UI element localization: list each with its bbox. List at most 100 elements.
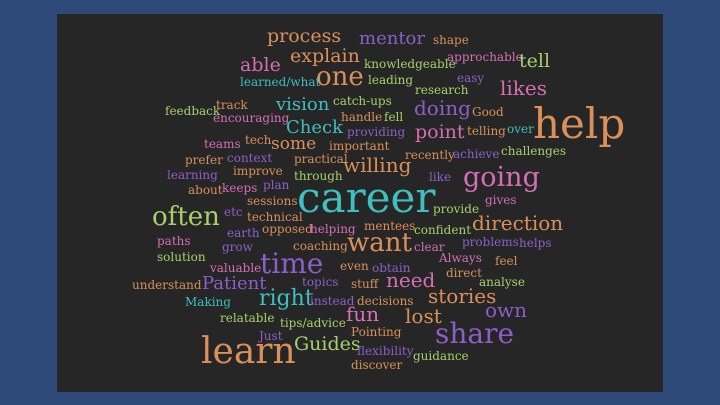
word-patient: Patient bbox=[202, 273, 267, 294]
word-sessions: sessions bbox=[247, 194, 298, 208]
word-problems: problems bbox=[462, 235, 519, 249]
word-help: help bbox=[533, 99, 626, 148]
word-providing: providing bbox=[347, 125, 406, 139]
word-feel: feel bbox=[495, 254, 518, 268]
word-always: Always bbox=[439, 251, 482, 265]
word-teams: teams bbox=[204, 137, 241, 151]
word-decisions: decisions bbox=[357, 294, 414, 308]
word-just: Just bbox=[259, 329, 283, 343]
word-doing: doing bbox=[414, 96, 471, 120]
word-understand: understand bbox=[132, 278, 202, 292]
word-learning: learning bbox=[167, 168, 218, 182]
word-need: need bbox=[386, 268, 436, 292]
word-paths: paths bbox=[157, 234, 191, 248]
word-encouraging: encouraging bbox=[213, 111, 290, 125]
word-fun: fun bbox=[346, 302, 380, 326]
word-share: share bbox=[435, 317, 515, 350]
word-fell: fell bbox=[384, 110, 404, 124]
word-challenges: challenges bbox=[501, 144, 567, 158]
word-technical: technical bbox=[247, 210, 303, 224]
word-relatable: relatable bbox=[220, 311, 275, 325]
word-tips-advice: tips/advice bbox=[280, 316, 346, 330]
word-confident: confident bbox=[414, 223, 472, 237]
word-tell: tell bbox=[519, 50, 551, 72]
word-research: research bbox=[415, 83, 469, 97]
word-helping: helping bbox=[310, 222, 356, 236]
word-helps: helps bbox=[519, 236, 552, 250]
word-coaching: coaching bbox=[293, 239, 348, 253]
word-analyse: analyse bbox=[479, 275, 525, 289]
word-guidance: guidance bbox=[413, 349, 469, 363]
word-provide: provide bbox=[433, 202, 480, 216]
word-plan: plan bbox=[263, 178, 290, 192]
word-one: one bbox=[316, 62, 364, 92]
word-likes: likes bbox=[500, 76, 548, 100]
word-clear: clear bbox=[414, 240, 445, 254]
word-etc: etc bbox=[224, 205, 243, 219]
word-direct: direct bbox=[446, 266, 482, 280]
word-earth: earth bbox=[227, 226, 260, 240]
word-instead: instead bbox=[310, 294, 355, 308]
word-direction: direction bbox=[472, 211, 564, 235]
word-easy: easy bbox=[457, 71, 485, 85]
word-time: time bbox=[260, 247, 324, 280]
word-vision: vision bbox=[276, 94, 330, 115]
word-discover: discover bbox=[351, 358, 403, 372]
word-point: point bbox=[415, 121, 465, 143]
word-flexibility: flexibility bbox=[357, 344, 414, 358]
word-shape: shape bbox=[433, 33, 469, 47]
word-want: want bbox=[347, 228, 412, 258]
word-track: track bbox=[216, 98, 248, 112]
word-context: context bbox=[227, 151, 273, 165]
word-feedback: feedback bbox=[165, 104, 221, 118]
word-even: even bbox=[340, 259, 369, 273]
word-handle: handle bbox=[341, 110, 383, 124]
word-learned-what: learned/what bbox=[240, 75, 321, 89]
word-topics: topics bbox=[302, 275, 339, 289]
word-knowledgeable: knowledgeable bbox=[364, 57, 456, 71]
word-stories: stories bbox=[428, 284, 497, 308]
word-obtain: obtain bbox=[372, 261, 411, 275]
word-process: process bbox=[267, 25, 342, 47]
word-improve: improve bbox=[233, 164, 283, 178]
word-explain: explain bbox=[290, 45, 360, 67]
word-cloud: process mentor shape explain approchable… bbox=[57, 14, 663, 392]
word-leading: leading bbox=[368, 73, 414, 87]
word-willing: willing bbox=[343, 153, 412, 177]
word-going: going bbox=[463, 162, 540, 193]
word-prefer: prefer bbox=[185, 153, 223, 167]
word-some: some bbox=[271, 134, 317, 154]
word-check: Check bbox=[286, 117, 344, 138]
word-stuff: stuff bbox=[351, 277, 379, 291]
word-own: own bbox=[485, 298, 528, 322]
word-keeps: keeps bbox=[222, 181, 258, 195]
word-guides: Guides bbox=[294, 333, 361, 355]
word-right: right bbox=[259, 286, 314, 311]
word-mentees: mentees bbox=[364, 219, 416, 233]
word-important: important bbox=[329, 139, 390, 153]
word-tech: tech bbox=[245, 133, 272, 147]
word-valuable: valuable bbox=[210, 261, 262, 275]
word-able: able bbox=[240, 54, 281, 76]
word-good: Good bbox=[472, 105, 504, 119]
word-approchable: approchable bbox=[447, 50, 523, 64]
word-telling: telling bbox=[467, 124, 506, 138]
word-achieve: achieve bbox=[453, 147, 500, 161]
word-making: Making bbox=[185, 295, 231, 309]
word-solution: solution bbox=[157, 250, 206, 264]
word-gives: gives bbox=[485, 193, 517, 207]
word-through: through bbox=[294, 169, 343, 183]
word-pointing: Pointing bbox=[351, 325, 402, 339]
word-practical: practical bbox=[294, 152, 348, 166]
word-often: often bbox=[152, 202, 220, 232]
word-mentor: mentor bbox=[359, 28, 425, 49]
word-like: like bbox=[429, 170, 452, 184]
word-recently: recently bbox=[405, 148, 455, 162]
word-catch-ups: catch-ups bbox=[333, 94, 392, 108]
word-about: about bbox=[188, 183, 223, 197]
word-opposed: opposed bbox=[262, 222, 313, 236]
word-learn: learn bbox=[201, 331, 296, 372]
word-grow: grow bbox=[222, 240, 253, 254]
word-lost: lost bbox=[405, 304, 442, 328]
